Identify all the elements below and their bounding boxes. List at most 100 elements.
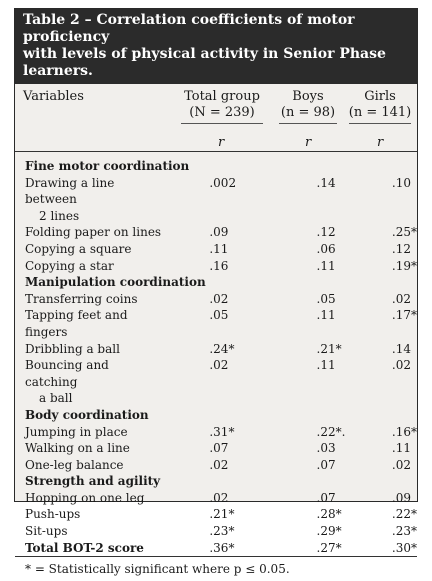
variable-cell: Jumping in place	[15, 424, 163, 441]
table-header: Variables Total group (N = 239) Boys (n …	[15, 84, 417, 151]
table-title-line-2: with levels of physical activity in Seni…	[23, 46, 386, 79]
girls-value: .02	[391, 457, 411, 472]
girls-value: .25*	[391, 225, 417, 240]
girls-value: .16*	[391, 424, 417, 439]
boys-value: .06	[316, 241, 336, 256]
variable-cell: Copying a square	[15, 241, 163, 258]
section-title: Fine motor coordination	[25, 159, 190, 173]
total-value: .05	[209, 308, 229, 323]
table-title: Table 2 – Correlation coefficients of mo…	[15, 9, 417, 84]
girls-value: .23*	[391, 524, 417, 539]
table-row: One-leg balance .02 .07 .02	[15, 457, 417, 474]
boys-value: .11	[316, 258, 336, 273]
girls-value: .19*	[391, 258, 417, 273]
table-row: Copying a square .11 .06 .12	[15, 241, 417, 258]
boys-value: .12	[316, 225, 336, 240]
boys-value: .29*	[316, 524, 342, 539]
total-label: Total BOT-2 score	[25, 540, 144, 555]
variable-label: Folding paper on lines	[25, 225, 162, 240]
correlation-table: Fine motor coordination Drawing a line be…	[15, 152, 417, 556]
girls-value: .22*	[391, 507, 417, 522]
section-row: Strength and agility	[15, 473, 417, 490]
header-r-girls: r	[377, 135, 384, 150]
section-title: Body coordination	[25, 407, 149, 422]
table-row: Tapping feet and fingers .05 .11 .17*	[15, 307, 417, 340]
girls-value: .30*	[391, 540, 417, 555]
table-row: Bouncing and catching a ball .02 .11 .02	[15, 357, 417, 407]
header-total-group: Total group (N = 239)	[177, 89, 267, 121]
table-row: Drawing a line between 2 lines .002 .14 .10	[15, 175, 417, 225]
header-girls-n: (n = 141)	[348, 105, 412, 120]
total-value: .31*	[209, 424, 235, 439]
total-value: .16	[209, 258, 229, 273]
table-row: Jumping in place .31* .22*. .16*	[15, 424, 417, 441]
header-boys: Boys (n = 98)	[277, 89, 339, 121]
variable-label: Copying a star	[25, 258, 114, 273]
girls-value: .14	[391, 341, 411, 356]
total-value: .02	[209, 358, 229, 373]
table-body: Fine motor coordination Drawing a line be…	[15, 152, 417, 556]
header-variables: Variables	[23, 89, 84, 104]
section-row: Manipulation coordination	[15, 274, 417, 291]
header-r-boys: r	[305, 135, 312, 150]
table-row: Dribbling a ball .24* .21* .14	[15, 341, 417, 358]
total-value: .23*	[209, 524, 235, 539]
variable-cell: Dribbling a ball	[15, 341, 163, 358]
total-value: .02	[209, 490, 229, 505]
variable-label-cont: 2 lines	[39, 208, 80, 223]
girls-value: .12	[391, 241, 411, 256]
girls-value: .02	[391, 358, 411, 373]
section-row: Fine motor coordination	[15, 158, 417, 175]
footnote: * = Statistically significant where p ≤ …	[25, 562, 290, 577]
boys-value: .11	[316, 308, 336, 323]
variable-label: Drawing a line between	[25, 175, 115, 207]
variable-cell: Copying a star	[15, 258, 163, 275]
variable-cell: Transferring coins	[15, 291, 163, 308]
boys-value: .22*.	[316, 424, 346, 439]
header-girls-label: Girls	[364, 89, 396, 104]
variable-label-cont: a ball	[39, 391, 73, 406]
table-row: Push-ups .21* .28* .22*	[15, 506, 417, 523]
table-row: Walking on a line .07 .03 .11	[15, 440, 417, 457]
variable-label: Transferring coins	[25, 291, 138, 306]
boys-value: .03	[316, 441, 336, 456]
variable-cell: Bouncing and catching a ball	[15, 357, 163, 407]
girls-value: .09	[391, 490, 411, 505]
variable-label: Hopping on one leg	[25, 490, 145, 505]
girls-value: .17*	[391, 308, 417, 323]
variable-label: Sit-ups	[25, 524, 68, 539]
boys-value: .21*	[316, 341, 342, 356]
header-total-underline	[181, 123, 263, 124]
header-total-n: (N = 239)	[189, 105, 255, 120]
header-r-total: r	[218, 135, 225, 150]
variable-label: One-leg balance	[25, 457, 124, 472]
total-value: .02	[209, 291, 229, 306]
boys-value: .14	[316, 175, 336, 190]
variable-cell: Drawing a line between 2 lines	[15, 175, 163, 225]
header-boys-label: Boys	[292, 89, 324, 104]
header-girls-underline	[349, 123, 411, 124]
header-girls: Girls (n = 141)	[345, 89, 415, 121]
variable-label: Bouncing and catching	[25, 358, 109, 389]
variable-label: Dribbling a ball	[25, 341, 120, 356]
section-title: Manipulation coordination	[25, 275, 206, 290]
section-title: Strength and agility	[25, 474, 161, 489]
variable-label: Jumping in place	[25, 424, 128, 439]
variable-cell: Folding paper on lines	[15, 224, 163, 241]
total-row: Total BOT-2 score .36* .27* .30*	[15, 540, 417, 557]
girls-value: .11	[391, 441, 411, 456]
variable-cell: One-leg balance	[15, 457, 163, 474]
header-total-label: Total group	[184, 89, 260, 104]
header-boys-n: (n = 98)	[280, 105, 336, 120]
table-row: Transferring coins .02 .05 .02	[15, 291, 417, 308]
variable-cell: Tapping feet and fingers	[15, 307, 163, 340]
table-title-line-1: Table 2 – Correlation coefficients of mo…	[23, 12, 355, 45]
boys-value: .11	[316, 358, 336, 373]
total-value: .09	[209, 225, 229, 240]
variable-cell: Push-ups	[15, 506, 163, 523]
boys-value: .07	[316, 457, 336, 472]
table-row: Hopping on one leg .02 .07 .09	[15, 490, 417, 507]
total-value: .11	[209, 241, 229, 256]
table-row: Folding paper on lines .09 .12 .25*	[15, 224, 417, 241]
girls-value: .10	[391, 175, 411, 190]
